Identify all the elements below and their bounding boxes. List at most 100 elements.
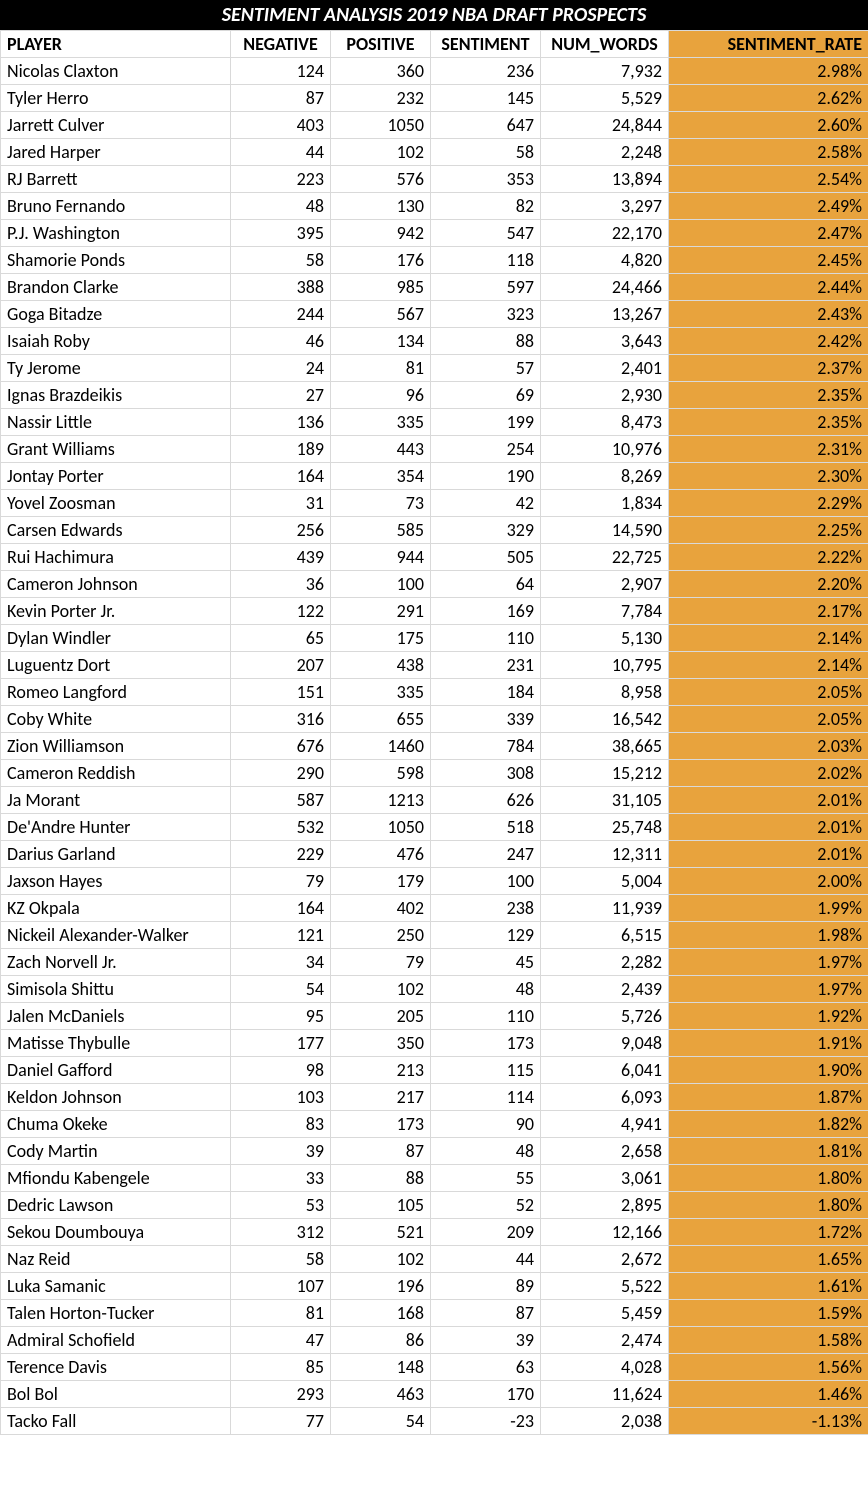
cell-rate: 2.05% (669, 706, 868, 733)
cell-player: Kevin Porter Jr. (1, 598, 231, 625)
cell-numwords: 38,665 (541, 733, 669, 760)
table-row: Mfiondu Kabengele3388553,0611.80% (1, 1165, 868, 1192)
cell-positive: 179 (331, 868, 431, 895)
cell-player: Jalen McDaniels (1, 1003, 231, 1030)
cell-positive: 102 (331, 976, 431, 1003)
cell-numwords: 8,958 (541, 679, 669, 706)
cell-rate: 1.82% (669, 1111, 868, 1138)
cell-numwords: 4,820 (541, 247, 669, 274)
col-header-rate: SENTIMENT_RATE (669, 31, 868, 58)
cell-rate: 1.80% (669, 1165, 868, 1192)
cell-negative: 58 (231, 1246, 331, 1273)
cell-numwords: 12,311 (541, 841, 669, 868)
cell-rate: -1.13% (669, 1408, 868, 1435)
cell-numwords: 9,048 (541, 1030, 669, 1057)
cell-positive: 944 (331, 544, 431, 571)
cell-numwords: 2,672 (541, 1246, 669, 1273)
cell-player: Talen Horton-Tucker (1, 1300, 231, 1327)
cell-positive: 96 (331, 382, 431, 409)
cell-sentiment: 89 (431, 1273, 541, 1300)
cell-player: Cameron Johnson (1, 571, 231, 598)
col-header-positive: POSITIVE (331, 31, 431, 58)
cell-positive: 168 (331, 1300, 431, 1327)
cell-numwords: 2,907 (541, 571, 669, 598)
cell-numwords: 3,061 (541, 1165, 669, 1192)
cell-rate: 1.91% (669, 1030, 868, 1057)
cell-negative: 136 (231, 409, 331, 436)
cell-sentiment: 48 (431, 976, 541, 1003)
cell-player: Nicolas Claxton (1, 58, 231, 85)
cell-rate: 2.58% (669, 139, 868, 166)
cell-numwords: 24,844 (541, 112, 669, 139)
cell-positive: 86 (331, 1327, 431, 1354)
cell-player: Luguentz Dort (1, 652, 231, 679)
cell-rate: 1.90% (669, 1057, 868, 1084)
cell-negative: 316 (231, 706, 331, 733)
cell-positive: 1213 (331, 787, 431, 814)
cell-negative: 53 (231, 1192, 331, 1219)
cell-player: Yovel Zoosman (1, 490, 231, 517)
cell-numwords: 2,474 (541, 1327, 669, 1354)
cell-numwords: 5,522 (541, 1273, 669, 1300)
table-row: Tacko Fall7754-232,038-1.13% (1, 1408, 868, 1435)
cell-negative: 36 (231, 571, 331, 598)
cell-rate: 2.05% (669, 679, 868, 706)
cell-player: Chuma Okeke (1, 1111, 231, 1138)
cell-player: Zach Norvell Jr. (1, 949, 231, 976)
cell-positive: 291 (331, 598, 431, 625)
cell-positive: 1050 (331, 814, 431, 841)
cell-player: Dylan Windler (1, 625, 231, 652)
cell-negative: 293 (231, 1381, 331, 1408)
cell-numwords: 13,267 (541, 301, 669, 328)
col-header-negative: NEGATIVE (231, 31, 331, 58)
cell-sentiment: 247 (431, 841, 541, 868)
cell-rate: 2.62% (669, 85, 868, 112)
cell-numwords: 5,726 (541, 1003, 669, 1030)
cell-numwords: 2,930 (541, 382, 669, 409)
cell-negative: 229 (231, 841, 331, 868)
cell-sentiment: 64 (431, 571, 541, 598)
cell-positive: 102 (331, 1246, 431, 1273)
cell-sentiment: 209 (431, 1219, 541, 1246)
cell-negative: 532 (231, 814, 331, 841)
cell-sentiment: 169 (431, 598, 541, 625)
cell-negative: 121 (231, 922, 331, 949)
cell-sentiment: 110 (431, 625, 541, 652)
cell-player: Nickeil Alexander-Walker (1, 922, 231, 949)
cell-sentiment: 170 (431, 1381, 541, 1408)
header-row: PLAYER NEGATIVE POSITIVE SENTIMENT NUM_W… (1, 31, 868, 58)
cell-negative: 79 (231, 868, 331, 895)
table-row: Dedric Lawson53105522,8951.80% (1, 1192, 868, 1219)
cell-sentiment: 88 (431, 328, 541, 355)
cell-positive: 73 (331, 490, 431, 517)
table-row: Jaxson Hayes791791005,0042.00% (1, 868, 868, 895)
cell-sentiment: 339 (431, 706, 541, 733)
table-row: Simisola Shittu54102482,4391.97% (1, 976, 868, 1003)
cell-player: RJ Barrett (1, 166, 231, 193)
cell-rate: 2.37% (669, 355, 868, 382)
cell-negative: 54 (231, 976, 331, 1003)
cell-positive: 130 (331, 193, 431, 220)
cell-numwords: 8,473 (541, 409, 669, 436)
table-row: Keldon Johnson1032171146,0931.87% (1, 1084, 868, 1111)
table-row: Nassir Little1363351998,4732.35% (1, 409, 868, 436)
table-row: Chuma Okeke83173904,9411.82% (1, 1111, 868, 1138)
cell-rate: 2.22% (669, 544, 868, 571)
cell-sentiment: 626 (431, 787, 541, 814)
table-row: Bruno Fernando48130823,2972.49% (1, 193, 868, 220)
cell-numwords: 22,725 (541, 544, 669, 571)
col-header-sentiment: SENTIMENT (431, 31, 541, 58)
cell-positive: 521 (331, 1219, 431, 1246)
cell-positive: 54 (331, 1408, 431, 1435)
cell-numwords: 2,895 (541, 1192, 669, 1219)
cell-negative: 223 (231, 166, 331, 193)
cell-rate: 1.99% (669, 895, 868, 922)
table-row: RJ Barrett22357635313,8942.54% (1, 166, 868, 193)
cell-positive: 655 (331, 706, 431, 733)
cell-rate: 1.97% (669, 949, 868, 976)
cell-numwords: 8,269 (541, 463, 669, 490)
cell-player: Jaxson Hayes (1, 868, 231, 895)
cell-numwords: 5,529 (541, 85, 669, 112)
cell-negative: 44 (231, 139, 331, 166)
cell-negative: 290 (231, 760, 331, 787)
